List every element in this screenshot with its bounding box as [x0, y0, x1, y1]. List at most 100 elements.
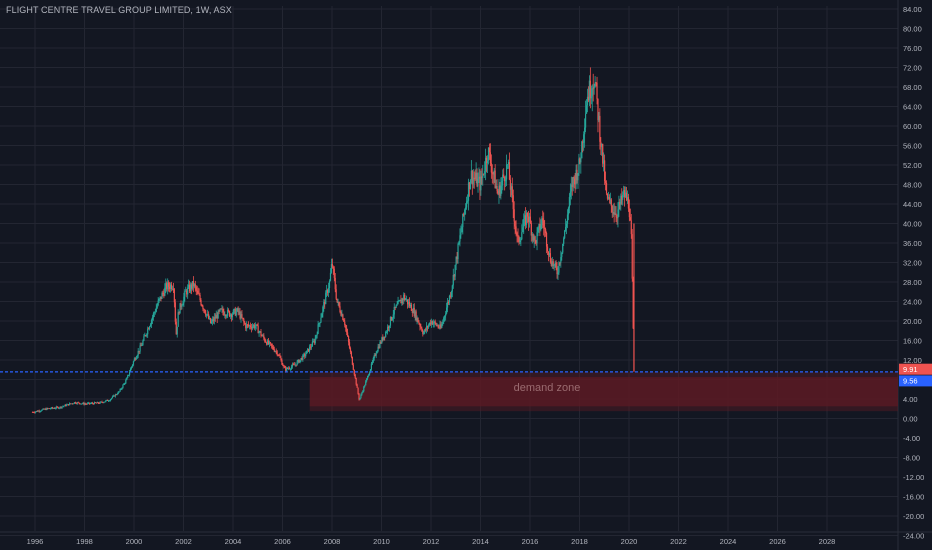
candle-body: [60, 406, 62, 408]
y-tick-label: 56.00: [903, 141, 922, 150]
candle-body: [541, 218, 543, 226]
y-tick-label: -16.00: [903, 492, 924, 501]
candle-body: [472, 177, 474, 185]
candle-body: [57, 407, 59, 409]
candle-body: [288, 368, 291, 370]
candle-body: [135, 357, 137, 360]
candle-body: [425, 329, 427, 331]
candle-body: [82, 402, 84, 404]
candle-body: [352, 364, 354, 370]
candle-body: [267, 340, 269, 345]
candle-body: [70, 403, 73, 405]
candle-body: [408, 302, 411, 307]
candle-body: [579, 158, 581, 163]
candle-body: [588, 80, 590, 101]
candle-body: [302, 354, 304, 360]
candle-body: [581, 141, 583, 159]
candle-body: [116, 393, 118, 395]
y-tick-label: -20.00: [903, 512, 924, 521]
candle-body: [360, 394, 362, 398]
candle-body: [285, 367, 287, 371]
candle-body: [272, 346, 274, 350]
candle-body: [51, 407, 54, 409]
candle-body: [71, 403, 74, 405]
candle-body: [204, 309, 206, 313]
candle-body: [341, 314, 343, 316]
candle-body: [211, 319, 214, 322]
candle-body: [113, 395, 115, 397]
candle-body: [173, 289, 175, 303]
candle-body: [256, 324, 258, 326]
candle-body: [539, 224, 541, 230]
candle-body: [513, 209, 515, 222]
candle-body: [262, 335, 264, 337]
candle-body: [268, 342, 271, 345]
candle-body: [94, 402, 96, 404]
candle-body: [488, 147, 491, 153]
candle-body: [294, 364, 296, 366]
candle-body: [219, 308, 221, 311]
candle-body: [134, 358, 136, 360]
candle-body: [56, 406, 58, 408]
y-tick-label: -24.00: [903, 531, 924, 540]
candle-body: [627, 197, 630, 209]
candle-body: [571, 184, 573, 187]
candle-body: [554, 262, 556, 265]
candle-body: [378, 346, 380, 348]
candle-body: [624, 189, 626, 198]
candle-body: [229, 314, 232, 317]
candle-body: [501, 180, 503, 186]
candle-body: [543, 220, 545, 228]
candle-body: [209, 318, 212, 324]
candle-body: [304, 354, 306, 357]
candle-body: [458, 241, 460, 244]
candle-body: [568, 197, 571, 208]
candle-body: [493, 170, 495, 175]
candle-body: [87, 403, 89, 404]
candle-body: [437, 325, 439, 328]
candle-body: [313, 341, 315, 344]
candle-body: [83, 402, 85, 405]
candle-body: [383, 336, 385, 340]
candle-body: [469, 180, 472, 189]
y-tick-label: 84.00: [903, 5, 922, 14]
candle-body: [455, 256, 457, 265]
candle-body: [128, 374, 130, 376]
candle-body: [342, 314, 344, 320]
candle-body: [107, 399, 109, 401]
candle-body: [276, 351, 278, 355]
candle-body: [337, 301, 339, 303]
candle-body: [339, 306, 341, 313]
candle-body: [338, 301, 340, 307]
chart-title: FLIGHT CENTRE TRAVEL GROUP LIMITED, 1W, …: [6, 5, 232, 15]
candle-body: [509, 179, 511, 190]
candle-body: [576, 169, 578, 181]
candle-body: [156, 305, 158, 308]
candle-body: [37, 410, 39, 412]
price-series: [31, 67, 635, 414]
candle-body: [88, 402, 90, 404]
y-tick-label: 68.00: [903, 83, 922, 92]
candle-body: [440, 324, 442, 328]
candle-body: [546, 246, 549, 252]
candle-body: [228, 309, 230, 312]
candle-body: [77, 402, 79, 404]
candle-body: [122, 384, 124, 388]
candle-body: [59, 406, 61, 408]
candle-body: [340, 312, 342, 316]
candle-body: [321, 313, 323, 318]
candle-body: [286, 367, 288, 371]
x-tick-label: 2000: [126, 537, 143, 546]
candle-body: [536, 232, 538, 244]
x-tick-label: 2020: [621, 537, 638, 546]
candle-body: [214, 317, 216, 319]
candle-body: [100, 401, 102, 403]
candle-body: [279, 355, 281, 358]
candle-body: [146, 334, 148, 336]
candle-body: [358, 393, 360, 400]
candle-body: [145, 335, 147, 337]
candle-body: [237, 308, 239, 312]
candle-body: [222, 308, 224, 313]
